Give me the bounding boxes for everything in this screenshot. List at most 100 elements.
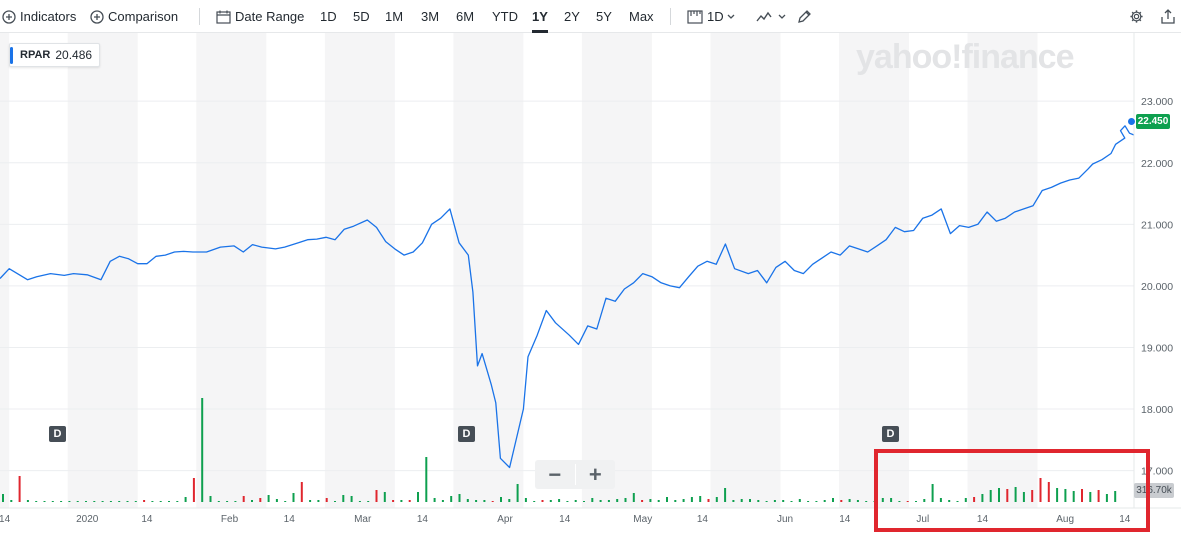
- volume-bar: [690, 497, 693, 502]
- volume-bar: [375, 490, 378, 502]
- volume-bar: [259, 498, 262, 502]
- volume-bars: [2, 398, 1117, 502]
- highlight-box: [874, 449, 1150, 532]
- interval-label: 1D: [707, 9, 724, 24]
- dividend-marker[interactable]: D: [882, 426, 899, 442]
- week-band: [196, 33, 267, 508]
- range-ytd[interactable]: YTD: [492, 9, 518, 24]
- volume-bar: [143, 500, 146, 502]
- x-tick-label: May: [633, 514, 652, 525]
- week-band: [710, 33, 781, 508]
- share-icon: [1161, 9, 1175, 24]
- volume-bar: [832, 498, 834, 502]
- current-price-badge: 22.450: [1136, 114, 1170, 129]
- volume-bar: [292, 493, 295, 502]
- range-1y[interactable]: 1Y: [532, 0, 548, 33]
- x-tick-label: 14: [977, 514, 989, 525]
- volume-bar: [890, 498, 893, 502]
- volume-bar: [549, 500, 552, 502]
- volume-bar: [85, 501, 87, 502]
- range-1m[interactable]: 1M: [385, 9, 404, 24]
- volume-bar: [607, 500, 610, 502]
- dividend-marker[interactable]: D: [458, 426, 475, 442]
- draw-button[interactable]: [797, 0, 816, 33]
- volume-bar: [840, 500, 843, 502]
- week-band: [581, 33, 652, 508]
- series-legend[interactable]: RPAR 20.486: [9, 43, 101, 67]
- volume-bar: [566, 501, 569, 502]
- indicators-label: Indicators: [20, 9, 77, 24]
- volume-bar: [674, 500, 677, 502]
- volume-bar: [118, 501, 121, 502]
- share-button[interactable]: [1161, 0, 1179, 33]
- week-band: [967, 33, 1038, 508]
- volume-bar: [881, 498, 884, 502]
- volume-bar: [309, 500, 312, 502]
- y-tick-label: 18.000: [1141, 404, 1173, 416]
- volume-bar: [1097, 490, 1100, 502]
- volume-bar: [599, 500, 602, 502]
- volume-bar: [400, 500, 403, 502]
- volume-bar: [1114, 491, 1117, 502]
- range-1d[interactable]: 1D: [320, 9, 337, 24]
- range-5d[interactable]: 5D: [353, 9, 370, 24]
- chart-type-dropdown[interactable]: [756, 0, 790, 33]
- volume-bar: [583, 501, 585, 502]
- volume-bar: [159, 501, 162, 502]
- week-band: [324, 33, 395, 508]
- x-tick-label: Jun: [777, 514, 793, 525]
- volume-bar: [383, 492, 386, 502]
- volume-bar: [1072, 491, 1075, 502]
- comparison-button[interactable]: Comparison: [90, 0, 178, 33]
- range-2y[interactable]: 2Y: [564, 9, 580, 24]
- volume-bar: [1014, 487, 1017, 502]
- volume-bar: [798, 499, 801, 502]
- gear-icon: [1129, 9, 1144, 24]
- volume-bar: [1056, 488, 1059, 502]
- volume-bar: [491, 501, 494, 502]
- volume-bar: [392, 500, 395, 502]
- volume-bar: [773, 500, 776, 502]
- volume-bar: [923, 499, 926, 502]
- volume-bar: [649, 499, 652, 502]
- interval-dropdown[interactable]: 1D: [687, 0, 739, 33]
- volume-bar: [126, 501, 129, 502]
- volume-bar: [782, 500, 785, 502]
- zoom-in-button[interactable]: +: [588, 461, 602, 487]
- date-range-button[interactable]: Date Range: [216, 0, 304, 33]
- x-axis: 14 2020 14 Feb 14 Mar 14 Apr 14 May 14 Jun 14 Jul 14 Au…: [0, 514, 1131, 525]
- x-tick-label: 14: [559, 514, 571, 525]
- volume-bar: [508, 499, 511, 502]
- volume-bar: [981, 494, 984, 502]
- volume-bar: [732, 500, 735, 502]
- y-tick-label: 22.000: [1141, 158, 1173, 170]
- volume-bar: [998, 488, 1000, 502]
- settings-button[interactable]: [1129, 0, 1148, 33]
- volume-bar: [1031, 490, 1034, 502]
- indicators-button[interactable]: Indicators: [2, 0, 76, 33]
- volume-bar: [641, 500, 644, 502]
- volume-bar: [541, 500, 544, 502]
- range-max[interactable]: Max: [629, 9, 654, 24]
- yahoo-finance-watermark: yahoo!finance: [856, 38, 1074, 76]
- volume-bar: [475, 500, 478, 502]
- x-tick-label: Mar: [354, 514, 372, 525]
- week-band: [67, 33, 138, 508]
- dividend-marker[interactable]: D: [49, 426, 66, 442]
- range-3m[interactable]: 3M: [421, 9, 440, 24]
- current-price-dot: [1127, 117, 1136, 126]
- volume-bar: [433, 498, 436, 502]
- volume-bar: [1039, 478, 1042, 502]
- range-6m[interactable]: 6M: [456, 9, 475, 24]
- x-tick-label: 14: [697, 514, 709, 525]
- volume-bar: [724, 488, 727, 502]
- range-5y[interactable]: 5Y: [596, 9, 612, 24]
- zoom-out-button[interactable]: −: [548, 461, 562, 487]
- x-tick-label: Jul: [916, 514, 929, 525]
- volume-bar: [10, 500, 13, 502]
- volume-badge: 316.70k: [1134, 483, 1174, 498]
- volume-bar: [1064, 489, 1067, 502]
- week-band: [0, 33, 10, 508]
- volume-bar: [574, 500, 577, 502]
- price-chart[interactable]: 17.00018.00019.00020.00021.00022.00023.0…: [0, 33, 1181, 536]
